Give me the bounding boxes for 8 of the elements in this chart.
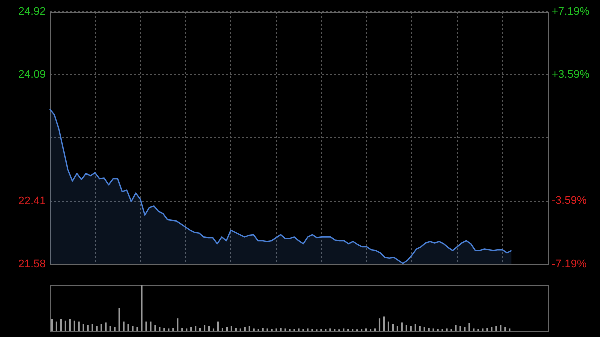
y2-tick-label: +7.19% [552, 6, 590, 18]
y-tick-label: 21.58 [18, 258, 46, 270]
y2-tick-label: -7.19% [552, 258, 588, 270]
y2-tick-label: -3.59% [552, 195, 588, 208]
y-tick-label: 24.09 [18, 68, 46, 81]
y-tick-label: 22.41 [18, 196, 46, 208]
y-tick-label: 24.92 [18, 6, 46, 18]
y2-tick-label: +3.59% [552, 69, 590, 82]
